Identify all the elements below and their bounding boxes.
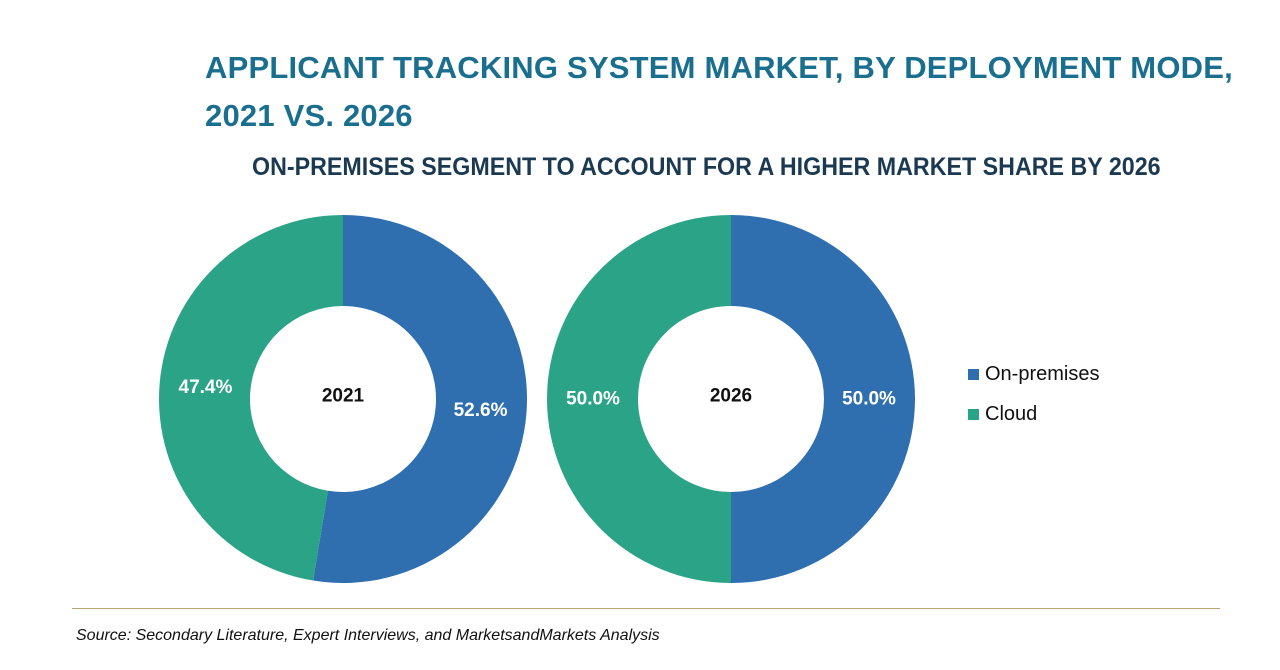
legend-item-cloud: Cloud — [968, 402, 1099, 426]
data-label-on-premises-2021: 52.6% — [454, 400, 508, 421]
legend-swatch-cloud — [968, 408, 979, 420]
center-label-2021: 2021 — [322, 386, 365, 407]
slice-cloud-2026 — [547, 215, 731, 583]
data-label-cloud-2026: 50.0% — [566, 389, 620, 410]
slice-on-premises-2021 — [313, 215, 527, 583]
slice-cloud-2021 — [158, 215, 343, 581]
data-label-cloud-2021: 47.4% — [179, 377, 233, 398]
slice-on-premises-2026 — [731, 215, 915, 583]
donut-2026: 50.0% 50.0% 2026 — [547, 215, 915, 583]
donut-2021: 52.6% 47.4% 2021 — [158, 215, 527, 583]
chart-title: APPLICANT TRACKING SYSTEM MARKET, BY DEP… — [205, 50, 1233, 133]
legend: On-premises Cloud — [968, 362, 1099, 442]
legend-swatch-on-premises — [968, 368, 979, 380]
legend-item-on-premises: On-premises — [968, 362, 1099, 386]
legend-label-on-premises: On-premises — [985, 362, 1100, 385]
data-label-on-premises-2026: 50.0% — [842, 389, 896, 410]
chart-subtitle: ON-PREMISES SEGMENT TO ACCOUNT FOR A HIG… — [252, 153, 1161, 181]
footer-divider — [72, 608, 1220, 609]
source-note: Source: Secondary Literature, Expert Int… — [76, 627, 660, 644]
center-label-2026: 2026 — [710, 386, 752, 407]
legend-label-cloud: Cloud — [985, 402, 1038, 425]
